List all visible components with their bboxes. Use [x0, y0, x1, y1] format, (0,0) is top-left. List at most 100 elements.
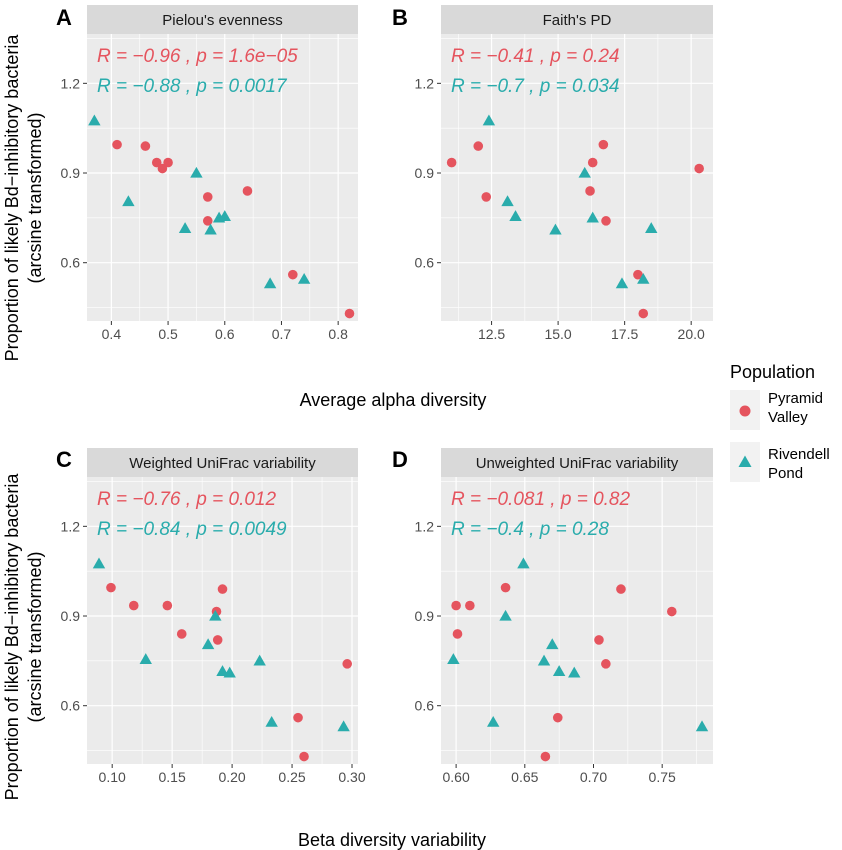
- x-tick-label: 0.6: [215, 326, 235, 342]
- legend: Population Pyramid Valley Rivendell Pond: [730, 362, 830, 482]
- x-axis-title-top: Average alpha diversity: [300, 390, 487, 410]
- legend-label-pyramid-line-2: Valley: [768, 409, 808, 426]
- data-point: [501, 195, 514, 207]
- data-point: [446, 157, 457, 168]
- x-tick-label: 0.20: [218, 769, 245, 785]
- panel-title: Unweighted UniFrac variability: [476, 455, 679, 472]
- data-point: [451, 600, 461, 611]
- panel-strip: [441, 448, 713, 477]
- x-tick-label: 0.70: [580, 769, 607, 785]
- panel-letter: A: [56, 5, 72, 30]
- series-rivendell-pond: [482, 114, 658, 289]
- data-point: [694, 163, 704, 174]
- legend-label-rivendell-line-2: Pond: [768, 465, 803, 482]
- plot-area: [441, 34, 713, 321]
- data-point: [549, 223, 562, 235]
- data-point: [140, 141, 151, 151]
- y-tick-label: 0.6: [415, 698, 435, 714]
- x-tick-label: 0.25: [278, 769, 305, 785]
- data-point: [473, 141, 484, 151]
- x-tick-label: 0.30: [338, 769, 365, 785]
- data-point: [540, 751, 551, 762]
- data-point: [106, 582, 116, 593]
- data-point: [190, 166, 203, 178]
- data-point: [487, 715, 500, 727]
- panel-title: Pielou's evenness: [162, 12, 282, 29]
- data-point: [202, 192, 213, 202]
- y-axis-title-line-2: (arcsine transformed): [25, 112, 45, 283]
- x-tick-label: 0.5: [158, 326, 178, 342]
- x-tick-label: 0.15: [159, 769, 186, 785]
- data-point: [666, 606, 677, 617]
- data-point: [568, 666, 581, 678]
- data-point: [265, 715, 278, 727]
- y-tick-label: 1.2: [61, 518, 81, 534]
- y-axis-title-line-1: Proportion of likely Bd−inhibitory bacte…: [2, 34, 22, 362]
- x-tick-label: 0.10: [99, 769, 126, 785]
- data-point: [342, 659, 353, 669]
- data-point: [615, 277, 629, 289]
- y-tick-label: 0.9: [61, 165, 81, 181]
- data-point: [212, 635, 223, 645]
- panel-b: B Faith's PD 12.5 15.0 17.5 20.0 0.6 0.9 1.2 R = …: [392, 5, 713, 342]
- panel-strip: [441, 5, 713, 34]
- data-point: [594, 635, 604, 645]
- x-tick-label: 0.75: [649, 769, 676, 785]
- panel-strip: [87, 5, 358, 34]
- data-point: [638, 308, 649, 319]
- stat-annotation: R = −0.96 , p = 1.6e−05: [97, 46, 298, 67]
- data-point: [253, 654, 266, 666]
- panel-letter: C: [56, 447, 72, 472]
- panel-d: D Unweighted UniFrac variability 0.60 0.65 0…: [392, 447, 713, 785]
- panel-title: Faith's PD: [543, 12, 612, 29]
- x-axis-title-bottom: Beta diversity variability: [298, 830, 486, 850]
- series-rivendell-pond: [92, 557, 350, 732]
- data-point: [122, 195, 135, 207]
- panel-a: A Pielou's evenness 0.4 0.5 0.6 0.7 0.8 0.6 0.9 1…: [56, 5, 358, 342]
- stat-annotation: R = −0.7 , p = 0.034: [451, 76, 620, 97]
- data-point: [163, 157, 173, 168]
- panel-title: Weighted UniFrac variability: [129, 455, 316, 472]
- data-point: [201, 638, 215, 650]
- stat-annotation: R = −0.4 , p = 0.28: [451, 519, 609, 540]
- y-tick-label: 0.6: [61, 255, 81, 271]
- series-pyramid-valley: [446, 139, 704, 319]
- y-axis-title-line-2: (arcsine transformed): [25, 551, 45, 722]
- data-point: [633, 269, 643, 280]
- data-point: [217, 584, 228, 594]
- y-tick-label: 1.2: [415, 75, 435, 91]
- data-point: [616, 584, 626, 594]
- data-point: [299, 751, 309, 762]
- stat-annotation: R = −0.081 , p = 0.82: [451, 489, 630, 510]
- panel-letter: B: [392, 5, 408, 30]
- panel-letter: D: [392, 447, 408, 472]
- data-point: [637, 272, 650, 284]
- x-tick-label: 12.5: [478, 326, 505, 342]
- x-tick-label: 17.5: [611, 326, 638, 342]
- data-point: [263, 277, 277, 289]
- x-tick-label: 15.0: [544, 326, 571, 342]
- series-pyramid-valley: [112, 139, 355, 319]
- data-point: [204, 223, 217, 235]
- y-tick-label: 1.2: [415, 518, 435, 534]
- y-tick-label: 0.6: [415, 255, 435, 271]
- stat-annotation: R = −0.88 , p = 0.0017: [97, 76, 288, 97]
- data-point: [601, 659, 611, 669]
- plot-area: [441, 477, 713, 764]
- series-rivendell-pond: [88, 114, 311, 289]
- plot-area: [87, 34, 358, 321]
- legend-label-rivendell-line-1: Rivendell: [768, 446, 830, 463]
- gridlines: [87, 477, 358, 764]
- data-point: [297, 272, 311, 284]
- data-point: [242, 186, 253, 196]
- series-rivendell-pond: [447, 557, 709, 732]
- data-point: [585, 186, 595, 196]
- x-tick-label: 0.60: [442, 769, 469, 785]
- data-point: [587, 157, 598, 168]
- data-point: [128, 600, 139, 611]
- y-axis-title-top: Proportion of likely Bd−inhibitory bacte…: [2, 34, 45, 362]
- legend-marker-pyramid-valley: [739, 405, 751, 417]
- data-point: [578, 166, 591, 178]
- plot-area: [87, 477, 358, 764]
